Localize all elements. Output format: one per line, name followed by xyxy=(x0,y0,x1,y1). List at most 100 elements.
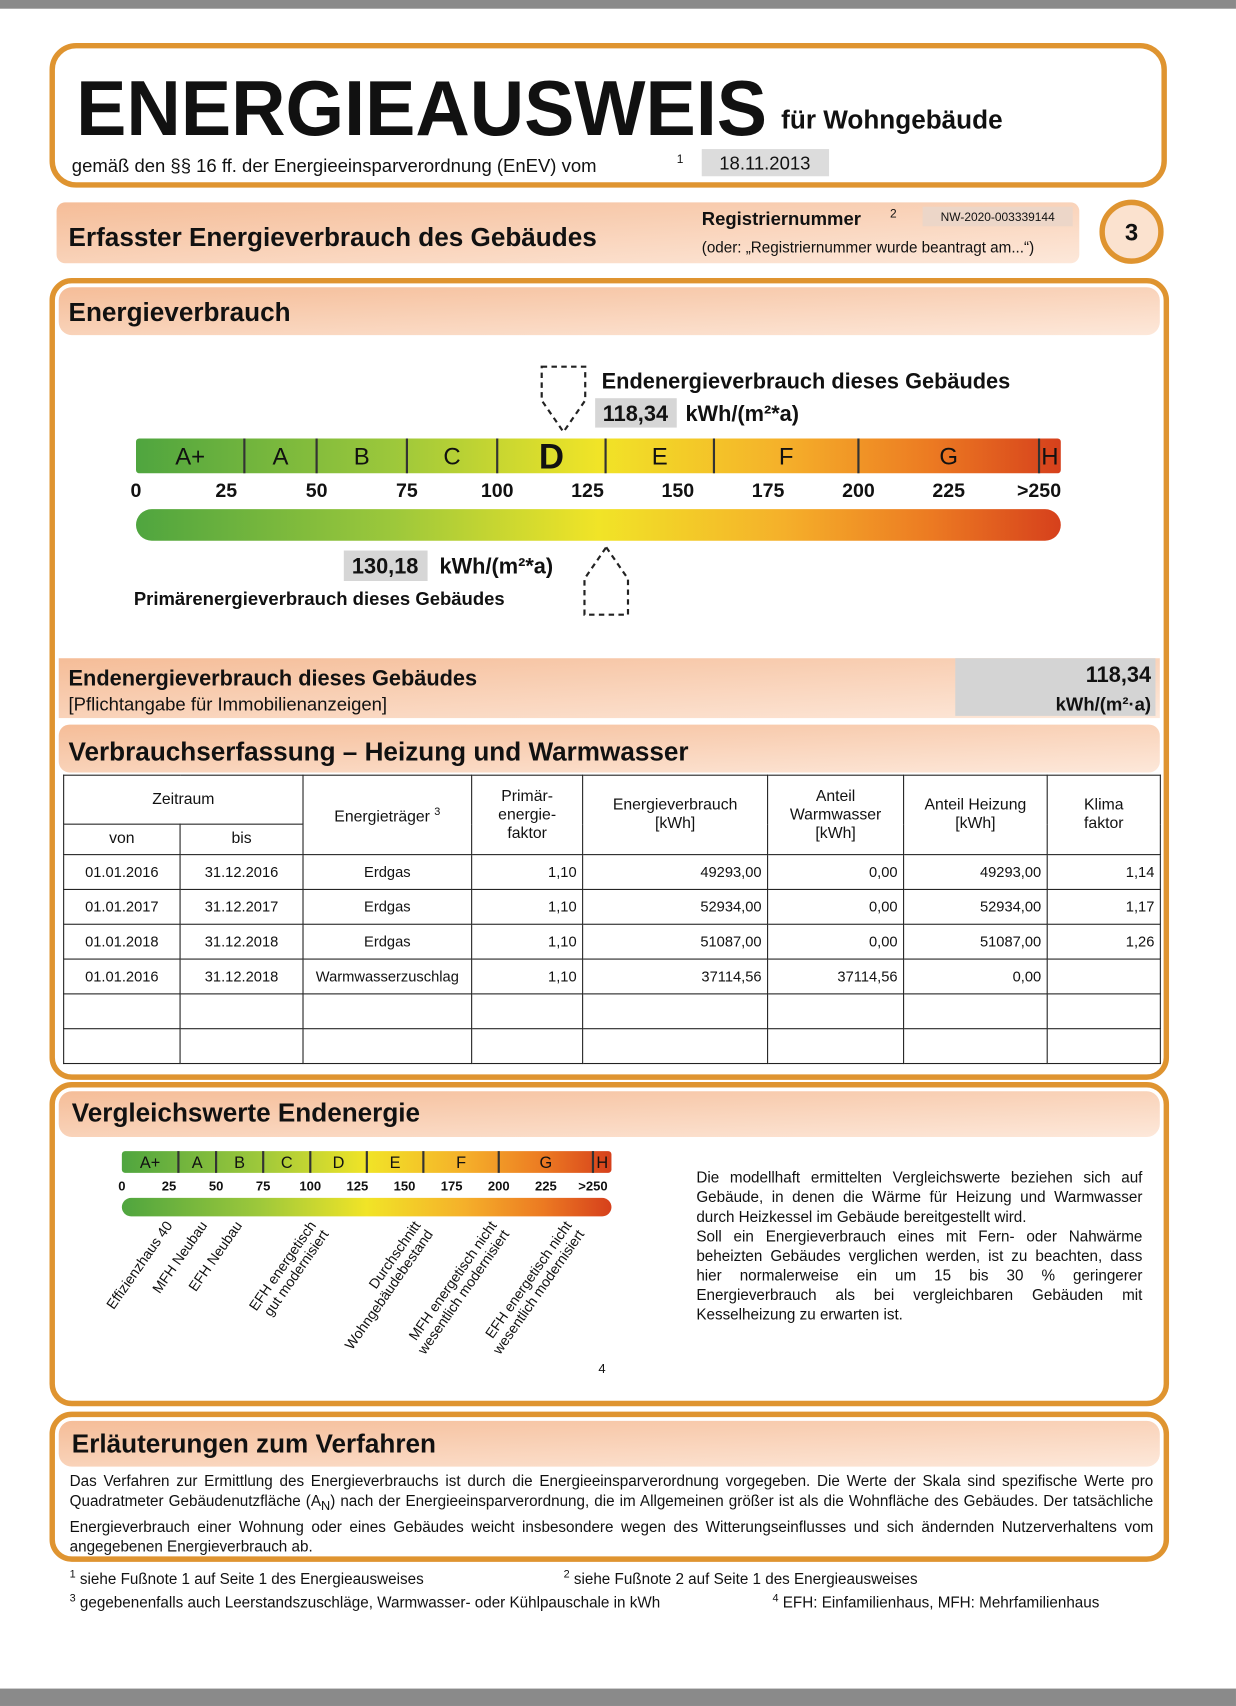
comparison-text: Die modellhaft ermittelten Vergleichswer… xyxy=(696,1167,1142,1324)
footnote-mark: 1 xyxy=(677,152,684,166)
table-cell xyxy=(471,993,584,1030)
scale-label: 225 xyxy=(932,480,965,502)
scale-label: 175 xyxy=(441,1178,463,1193)
scan-edge xyxy=(0,1688,1236,1706)
table-cell: Erdgas xyxy=(302,888,473,925)
section-header xyxy=(58,724,1160,773)
header-cell: Anteil Warmwasser [kWh] xyxy=(767,774,905,856)
class-label: C xyxy=(443,443,460,470)
table-cell: 49293,00 xyxy=(903,854,1048,890)
scale-label: 200 xyxy=(488,1178,510,1193)
scale-label: 0 xyxy=(131,480,142,502)
registration-number: NW-2020-003339144 xyxy=(941,210,1055,224)
scale-label: 0 xyxy=(118,1178,125,1193)
header-cell: Energieträger 3 xyxy=(302,774,473,856)
class-label: A+ xyxy=(175,443,205,470)
consumption-title: Verbrauchserfassung – Heizung und Warmwa… xyxy=(69,737,689,767)
scale-label: >250 xyxy=(578,1178,607,1193)
table-row: 01.01.2018 31.12.2018 Erdgas 1,10 51087,00 0,… xyxy=(63,923,1161,960)
table-cell xyxy=(179,993,304,1030)
footnote-text: EFH: Einfamilienhaus, MFH: Mehrfamilienh… xyxy=(782,1593,1100,1611)
scale-label: 100 xyxy=(299,1178,321,1193)
footnote: 4 EFH: Einfamilienhaus, MFH: Mehrfamilie… xyxy=(772,1593,1099,1611)
scale-label: 25 xyxy=(162,1178,177,1193)
table-cell: 51087,00 xyxy=(582,923,769,960)
date: 18.11.2013 xyxy=(719,153,810,174)
scale-label: 150 xyxy=(394,1178,416,1193)
final-label: Endenergieverbrauch dieses Gebäudes xyxy=(602,368,1011,393)
header-text: Energieträger xyxy=(334,808,430,826)
class-label: E xyxy=(390,1154,401,1172)
footnote: 2 siehe Fußnote 2 auf Seite 1 des Energi… xyxy=(564,1569,918,1587)
table-cell: 1,14 xyxy=(1046,854,1161,890)
table-cell xyxy=(1046,958,1161,995)
footnote-mark: 3 xyxy=(69,1592,76,1605)
footnote-text: siehe Fußnote 1 auf Seite 1 des Energiea… xyxy=(79,1569,424,1588)
summary-note: [Pflichtangabe für Immobilienanzeigen] xyxy=(69,693,388,714)
energy-title: Energieverbrauch xyxy=(69,297,291,327)
footnote-text: gegebenenfalls auch Leerstandszuschläge,… xyxy=(79,1593,661,1611)
table-cell xyxy=(179,1028,304,1065)
class-label: G xyxy=(939,443,958,470)
table-cell xyxy=(1046,993,1161,1030)
header-box xyxy=(49,42,1167,188)
section-header xyxy=(58,287,1160,336)
scale-label: 175 xyxy=(752,480,785,502)
table-cell: 1,17 xyxy=(1046,888,1161,925)
scale-label: 100 xyxy=(481,480,514,502)
table-cell: 1,26 xyxy=(1046,923,1161,960)
final-value: 118,34 xyxy=(603,401,668,426)
table-cell xyxy=(302,1028,473,1065)
table-cell xyxy=(1046,1028,1161,1065)
scale-label: 75 xyxy=(396,480,418,502)
class-label: D xyxy=(539,437,564,476)
table-cell: 0,00 xyxy=(903,958,1048,995)
class-label: B xyxy=(234,1154,245,1172)
table-cell: 1,10 xyxy=(471,854,584,890)
table-row xyxy=(63,993,1161,1030)
class-label: H xyxy=(1041,443,1058,470)
scan-edge xyxy=(0,0,1236,9)
scale-label: 50 xyxy=(209,1178,224,1193)
table-cell xyxy=(903,1028,1048,1065)
table-cell: 01.01.2017 xyxy=(63,888,181,925)
footnote-mark: 4 xyxy=(598,1361,605,1376)
table-cell xyxy=(471,1028,584,1065)
subscript: N xyxy=(321,1499,331,1514)
table-cell xyxy=(63,993,181,1030)
table-cell: 31.12.2018 xyxy=(179,958,304,995)
table-cell: 0,00 xyxy=(767,854,905,890)
summary-box xyxy=(955,658,1156,716)
section-header xyxy=(58,1420,1160,1467)
scale-label: 75 xyxy=(256,1178,271,1193)
header-cell: Zeitraum xyxy=(63,774,304,825)
explanation-title: Erläuterungen zum Verfahren xyxy=(72,1428,436,1458)
footnote: 1 siehe Fußnote 1 auf Seite 1 des Energi… xyxy=(70,1569,424,1587)
class-label: C xyxy=(281,1154,293,1172)
footnote-mark: 2 xyxy=(563,1568,570,1581)
consumption-table: Zeitraum Energieträger 3 Primär- energie… xyxy=(63,774,1161,1065)
scale-label: 225 xyxy=(535,1178,557,1193)
class-label: A xyxy=(192,1154,203,1172)
summary-unit: kWh/(m²·a) xyxy=(1056,693,1151,714)
table-cell xyxy=(767,993,905,1030)
footnote-mark: 1 xyxy=(69,1568,76,1581)
header-cell: Energieverbrauch [kWh] xyxy=(582,774,769,856)
header-cell: Primär- energie- faktor xyxy=(471,774,584,856)
table-cell: 52934,00 xyxy=(903,888,1048,925)
table-cell: 52934,00 xyxy=(582,888,769,925)
final-arrow xyxy=(540,365,587,434)
scale-label: 125 xyxy=(571,480,604,502)
section-title: Erfasster Energieverbrauch des Gebäudes xyxy=(69,222,597,252)
header-cell: Klima faktor xyxy=(1046,774,1161,856)
paragraph: Die modellhaft ermittelten Vergleichswer… xyxy=(696,1168,1143,1226)
explanation-text: Das Verfahren zur Ermittlung des Energie… xyxy=(70,1471,1154,1556)
value-box xyxy=(595,398,677,428)
scale-label: >250 xyxy=(1017,480,1061,502)
table-cell: 01.01.2016 xyxy=(63,854,181,890)
table-cell: 37114,56 xyxy=(582,958,769,995)
header-cell: von xyxy=(63,823,181,856)
footnote: 3 gegebenenfalls auch Leerstandszuschläg… xyxy=(70,1593,661,1611)
